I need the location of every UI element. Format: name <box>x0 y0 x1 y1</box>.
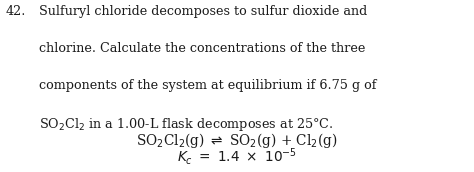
Text: 42.: 42. <box>6 5 26 18</box>
Text: chlorine. Calculate the concentrations of the three: chlorine. Calculate the concentrations o… <box>39 42 365 55</box>
Text: components of the system at equilibrium if 6.75 g of: components of the system at equilibrium … <box>39 79 376 92</box>
Text: $K_c\ =\ 1.4\ \times\ 10^{-5}$: $K_c\ =\ 1.4\ \times\ 10^{-5}$ <box>177 146 297 167</box>
Text: SO$_2$Cl$_2$ in a 1.00-L flask decomposes at 25°C.: SO$_2$Cl$_2$ in a 1.00-L flask decompose… <box>39 116 333 133</box>
Text: Sulfuryl chloride decomposes to sulfur dioxide and: Sulfuryl chloride decomposes to sulfur d… <box>39 5 367 18</box>
Text: SO$_2$Cl$_2$(g) $\rightleftharpoons$ SO$_2$(g) + Cl$_2$(g): SO$_2$Cl$_2$(g) $\rightleftharpoons$ SO$… <box>136 131 338 150</box>
